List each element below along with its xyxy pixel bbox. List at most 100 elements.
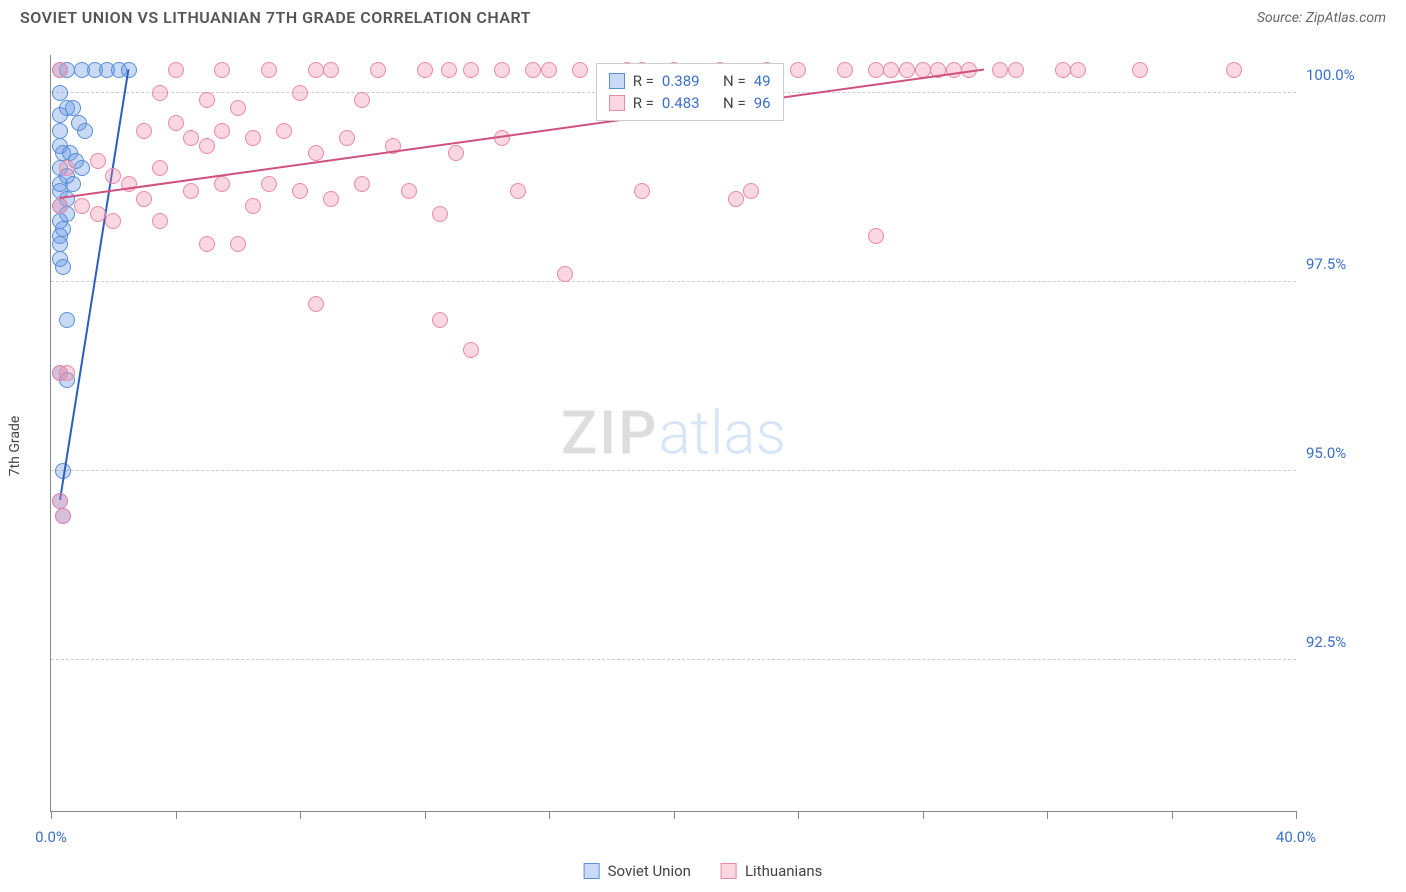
stats-box: R = 0.389 N = 49 R = 0.483 N = 96 [596,63,784,121]
data-point [55,259,71,275]
data-point [261,176,277,192]
data-point [245,198,261,214]
data-point [59,365,75,381]
x-tick [176,811,177,819]
data-point [837,62,853,78]
data-point [883,62,899,78]
gridline [51,470,1296,471]
data-point [541,62,557,78]
data-point [339,130,355,146]
data-point [52,123,68,139]
data-point [323,191,339,207]
data-point [90,206,106,222]
data-point [183,130,199,146]
data-point [432,312,448,328]
data-point [230,100,246,116]
y-tick-label: 97.5% [1306,255,1386,273]
data-point [261,62,277,78]
data-point [899,62,915,78]
y-tick-label: 95.0% [1306,444,1386,462]
y-tick-label: 92.5% [1306,633,1386,651]
data-point [59,312,75,328]
data-point [105,168,121,184]
data-point [510,183,526,199]
data-point [199,92,215,108]
swatch-icon [721,863,737,879]
data-point [136,191,152,207]
stat-r-value: 0.483 [662,94,700,112]
data-point [214,62,230,78]
data-point [728,191,744,207]
data-point [572,62,588,78]
data-point [214,176,230,192]
data-point [634,183,650,199]
legend: Soviet Union Lithuanians [584,862,823,880]
data-point [52,62,68,78]
data-point [105,213,121,229]
data-point [790,62,806,78]
data-point [230,236,246,252]
data-point [199,138,215,154]
data-point [1226,62,1242,78]
data-point [1008,62,1024,78]
data-point [308,62,324,78]
data-point [183,183,199,199]
data-point [432,206,448,222]
stat-n-label: N = [723,94,746,112]
x-tick-label: 40.0% [1276,828,1316,846]
legend-label: Lithuanians [745,862,822,880]
x-tick [798,811,799,819]
data-point [52,493,68,509]
data-point [152,85,168,101]
swatch-icon [609,95,625,111]
stat-r-label: R = [633,72,654,90]
data-point [308,145,324,161]
x-tick [425,811,426,819]
y-axis-label: 7th Grade [7,416,23,477]
data-point [463,342,479,358]
x-tick [1047,811,1048,819]
data-point [245,130,261,146]
data-point [354,92,370,108]
watermark: ZIPatlas [561,398,786,469]
data-point [441,62,457,78]
data-point [52,236,68,252]
x-tick [300,811,301,819]
x-tick [549,811,550,819]
source-attribution: Source: ZipAtlas.com [1257,10,1386,26]
data-point [152,160,168,176]
swatch-icon [609,73,625,89]
data-point [1132,62,1148,78]
data-point [65,100,81,116]
stat-r-value: 0.389 [662,72,700,90]
data-point [743,183,759,199]
data-point [1055,62,1071,78]
data-point [74,160,90,176]
stats-row: R = 0.483 N = 96 [609,92,771,114]
legend-item-lithuanians: Lithuanians [721,862,822,880]
data-point [77,123,93,139]
x-tick [1296,811,1297,819]
trend-line [60,68,985,199]
legend-item-soviet: Soviet Union [584,862,691,880]
data-point [214,123,230,139]
data-point [199,236,215,252]
data-point [417,62,433,78]
x-tick [674,811,675,819]
x-tick-label: 0.0% [35,828,67,846]
data-point [292,183,308,199]
stat-n-value: 96 [754,94,771,112]
data-point [868,62,884,78]
x-tick [923,811,924,819]
data-point [55,508,71,524]
data-point [525,62,541,78]
stat-n-value: 49 [754,72,771,90]
x-tick [1172,811,1173,819]
data-point [136,123,152,139]
legend-label: Soviet Union [608,862,691,880]
data-point [463,62,479,78]
stat-r-label: R = [633,94,654,112]
data-point [354,176,370,192]
data-point [152,213,168,229]
data-point [494,62,510,78]
